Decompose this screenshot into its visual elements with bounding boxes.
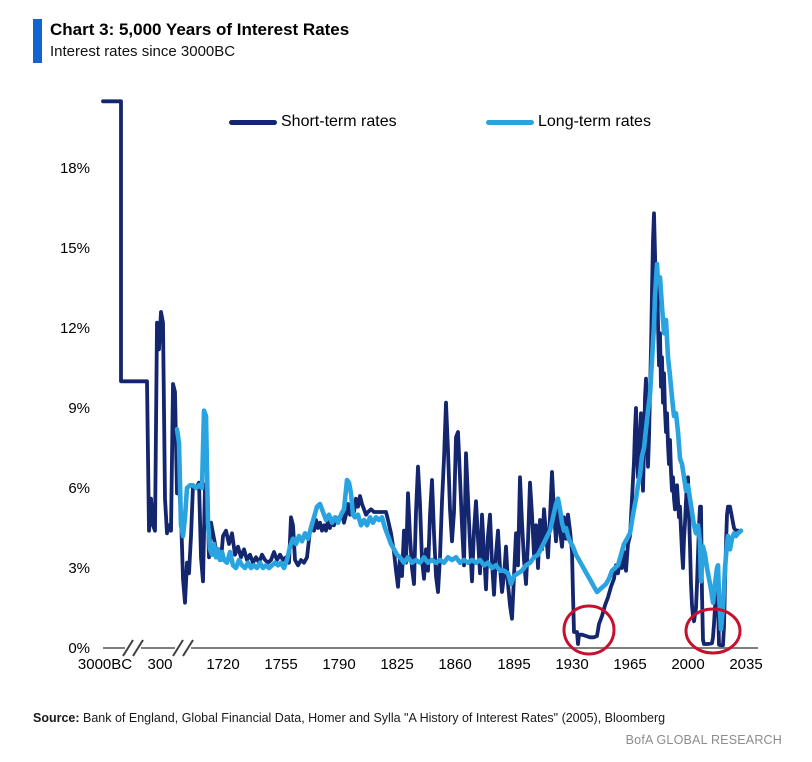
y-tick-label-15pct: 15%	[60, 240, 90, 257]
highlight-circle-1	[562, 604, 616, 656]
legend-label-long-term: Long-term rates	[538, 113, 651, 130]
x-tick-label-1930: 1930	[555, 656, 588, 673]
axis-break-gap-2	[175, 644, 191, 652]
axis-break-slash	[122, 639, 134, 657]
y-tick-label-12pct: 12%	[60, 320, 90, 337]
x-tick-label-3000BC: 3000BC	[78, 656, 132, 673]
legend-label-short-term: Short-term rates	[281, 113, 397, 130]
chart-subtitle: Interest rates since 3000BC	[50, 43, 236, 61]
axis-break-slash	[182, 639, 194, 657]
x-tick-label-1860: 1860	[438, 656, 471, 673]
axis-break-slash	[132, 639, 144, 657]
legend-item-long-term: Long-term rates	[486, 110, 651, 134]
axis-break-gap-1	[125, 644, 141, 652]
y-tick-label-0pct: 0%	[68, 640, 90, 657]
short-term-line-swatch	[229, 119, 277, 125]
x-tick-label-1790: 1790	[322, 656, 355, 673]
axis-break-slash	[172, 639, 184, 657]
y-tick-label-6pct: 6%	[68, 480, 90, 497]
long-term-line-swatch	[486, 119, 534, 125]
x-tick-label-1825: 1825	[380, 656, 413, 673]
x-tick-label-2035: 2035	[729, 656, 762, 673]
y-tick-label-3pct: 3%	[68, 560, 90, 577]
x-tick-label-1720: 1720	[206, 656, 239, 673]
series-line-long-term	[174, 261, 744, 632]
x-tick-label-2000: 2000	[671, 656, 704, 673]
accent-bar	[33, 19, 42, 63]
source-text: Bank of England, Global Financial Data, …	[79, 711, 666, 725]
brand-credit: BofA GLOBAL RESEARCH	[625, 733, 782, 747]
highlight-circle-2	[684, 607, 742, 655]
x-tick-label-300: 300	[147, 656, 172, 673]
source-label: Source:	[33, 711, 80, 725]
chart-header: Chart 3: 5,000 Years of Interest Rates I…	[33, 19, 349, 63]
y-tick-label-18pct: 18%	[60, 160, 90, 177]
x-tick-label-1965: 1965	[613, 656, 646, 673]
header-text: Chart 3: 5,000 Years of Interest Rates I…	[50, 19, 349, 63]
source-line: Source: Bank of England, Global Financia…	[33, 711, 780, 725]
y-tick-label-9pct: 9%	[68, 400, 90, 417]
x-tick-label-1895: 1895	[497, 656, 530, 673]
chart-title: Chart 3: 5,000 Years of Interest Rates	[50, 20, 350, 39]
legend-item-short-term: Short-term rates	[229, 110, 397, 134]
x-tick-label-1755: 1755	[264, 656, 297, 673]
